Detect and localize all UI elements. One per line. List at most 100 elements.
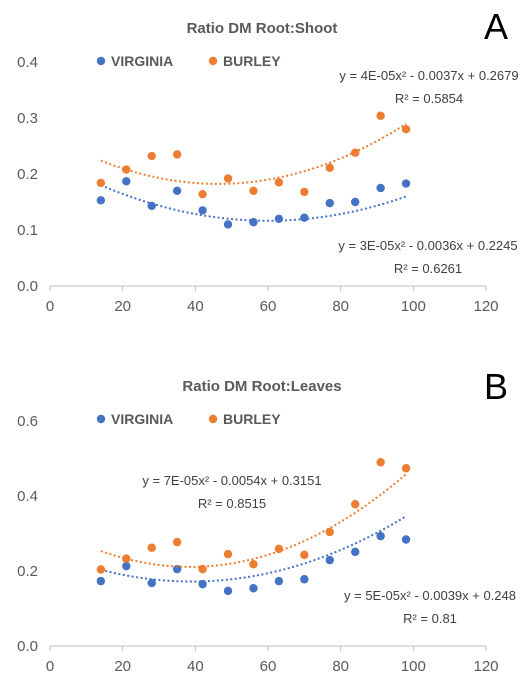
chart-1-panel-letter: A bbox=[484, 6, 508, 47]
chart-1-burley-point bbox=[198, 189, 207, 199]
chart-1-burley-point bbox=[351, 148, 360, 157]
chart-1-x-tick-label: 40 bbox=[187, 298, 204, 315]
chart-2-burley-point bbox=[249, 560, 258, 569]
chart-1-burley-point bbox=[249, 186, 258, 195]
chart-2-virginia-equation: y = 5E-05x² - 0.0039x + 0.248 bbox=[344, 588, 516, 603]
chart-2-burley-point bbox=[401, 464, 411, 473]
chart-2-x-tick-label: 20 bbox=[114, 658, 131, 675]
chart-2-virginia-point bbox=[96, 576, 106, 586]
chart-1-burley-point bbox=[401, 125, 411, 134]
chart-1-burley-point bbox=[300, 187, 309, 197]
chart-1-virginia-point bbox=[300, 213, 309, 222]
chart-2-virginia-r-squared: R² = 0.81 bbox=[403, 611, 457, 626]
chart-1-x-tick-label: 20 bbox=[114, 298, 131, 315]
chart-2-virginia-trendline bbox=[100, 515, 407, 583]
chart-1-burley-equation: y = 4E-05x² - 0.0037x + 0.2679 bbox=[339, 68, 518, 83]
chart-2-burley-point bbox=[376, 458, 385, 467]
chart-2-burley-point bbox=[300, 550, 309, 560]
chart-1-legend-virginia-marker bbox=[96, 56, 106, 66]
chart-1-virginia-point bbox=[172, 186, 182, 195]
chart-2-burley-trendline bbox=[100, 473, 407, 568]
chart-2-panel-letter: B bbox=[484, 366, 508, 407]
chart-2-burley-point bbox=[325, 527, 334, 537]
chart-1-y-tick-label: 0.4 bbox=[17, 54, 38, 71]
chart-2-y-tick-label: 0.2 bbox=[17, 563, 38, 580]
chart-1-title: Ratio DM Root:Shoot bbox=[187, 20, 338, 37]
chart-1-burley-point bbox=[223, 174, 233, 183]
chart-2-burley-point bbox=[96, 565, 106, 574]
chart-2-x-tick-label: 60 bbox=[260, 658, 277, 675]
chart-2-virginia-point bbox=[223, 586, 233, 596]
chart-2-virginia-point bbox=[274, 576, 284, 586]
chart-2-legend-burley-label: BURLEY bbox=[223, 411, 281, 427]
chart-2-burley-point bbox=[172, 537, 182, 547]
chart-2-burley-point bbox=[223, 549, 233, 559]
chart-2-x-tick-label: 80 bbox=[332, 658, 349, 675]
chart-2-virginia-point bbox=[325, 555, 334, 565]
chart-2-virginia-point bbox=[147, 578, 156, 588]
chart-1-virginia-point bbox=[249, 217, 258, 227]
chart-2-legend-virginia-marker bbox=[96, 414, 106, 424]
chart-2-virginia-point bbox=[376, 531, 385, 541]
chart-1-virginia-equation: y = 3E-05x² - 0.0036x + 0.2245 bbox=[338, 238, 517, 253]
chart-1-legend-burley-marker bbox=[208, 56, 218, 66]
chart-1-burley-point bbox=[376, 111, 385, 120]
chart-2-virginia-point bbox=[300, 575, 309, 584]
chart-1-x-tick-label: 0 bbox=[46, 298, 54, 315]
chart-1-virginia-point bbox=[122, 177, 131, 186]
chart-2-virginia-point bbox=[351, 547, 360, 557]
chart-2-burley-equation: y = 7E-05x² - 0.0054x + 0.3151 bbox=[142, 473, 321, 488]
chart-1-x-tick-label: 120 bbox=[473, 298, 498, 315]
chart-2-x-tick-label: 40 bbox=[187, 658, 204, 675]
chart-1-burley-point bbox=[325, 163, 334, 173]
chart-2-title: Ratio DM Root:Leaves bbox=[182, 378, 341, 395]
chart-1-virginia-point bbox=[274, 214, 284, 223]
chart-2-y-tick-label: 0.0 bbox=[17, 638, 38, 655]
chart-1-burley-point bbox=[96, 178, 106, 188]
chart-1-y-tick-label: 0.2 bbox=[17, 166, 38, 183]
chart-1-virginia-point bbox=[376, 183, 385, 193]
chart-1-virginia-point bbox=[198, 206, 207, 215]
chart-2-virginia-point bbox=[198, 579, 207, 589]
chart-2-virginia-point bbox=[122, 561, 131, 571]
chart-2-x-tick-label: 100 bbox=[401, 658, 426, 675]
chart-2-legend-virginia-label: VIRGINIA bbox=[111, 411, 173, 427]
chart-1-legend-virginia-label: VIRGINIA bbox=[111, 53, 173, 69]
chart-1-y-tick-label: 0.0 bbox=[17, 278, 38, 295]
chart-1-virginia-point bbox=[96, 196, 106, 205]
chart-2-virginia-point bbox=[172, 564, 182, 574]
chart-1-virginia-point bbox=[325, 198, 334, 208]
chart-1-burley-point bbox=[122, 165, 131, 174]
chart-1-burley-point bbox=[147, 151, 156, 161]
chart-2-burley-point bbox=[274, 544, 284, 554]
chart-1-burley-r-squared: R² = 0.5854 bbox=[395, 91, 463, 106]
chart-1-virginia-point bbox=[401, 179, 411, 188]
chart-2-x-tick-label: 120 bbox=[473, 658, 498, 675]
chart-2-burley-point bbox=[198, 564, 207, 574]
chart-2-virginia-point bbox=[401, 535, 411, 544]
chart-1-burley-trendline bbox=[100, 123, 407, 185]
chart-1-y-tick-label: 0.1 bbox=[17, 222, 38, 239]
chart-2-virginia-point bbox=[249, 584, 258, 593]
chart-2-burley-r-squared: R² = 0.8515 bbox=[198, 496, 266, 511]
chart-1-burley-point bbox=[172, 150, 182, 159]
chart-1-y-tick-label: 0.3 bbox=[17, 110, 38, 127]
chart-2-burley-point bbox=[122, 554, 131, 563]
chart-1-burley-point bbox=[274, 178, 284, 187]
chart-1-virginia-point bbox=[223, 220, 233, 229]
chart-1-virginia-point bbox=[147, 201, 156, 211]
chart-1-virginia-r-squared: R² = 0.6261 bbox=[394, 261, 462, 276]
chart-2-burley-point bbox=[351, 500, 360, 509]
chart-2-burley-point bbox=[147, 543, 156, 552]
chart-2-y-tick-label: 0.6 bbox=[17, 413, 38, 430]
chart-1-x-tick-label: 60 bbox=[260, 298, 277, 315]
chart-1-x-tick-label: 100 bbox=[401, 298, 426, 315]
chart-2-y-tick-label: 0.4 bbox=[17, 488, 38, 505]
chart-1-x-tick-label: 80 bbox=[332, 298, 349, 315]
chart-2-x-tick-label: 0 bbox=[46, 658, 54, 675]
chart-2-legend-burley-marker bbox=[208, 414, 218, 424]
chart-1-legend-burley-label: BURLEY bbox=[223, 53, 281, 69]
chart-1-virginia-point bbox=[351, 197, 360, 207]
